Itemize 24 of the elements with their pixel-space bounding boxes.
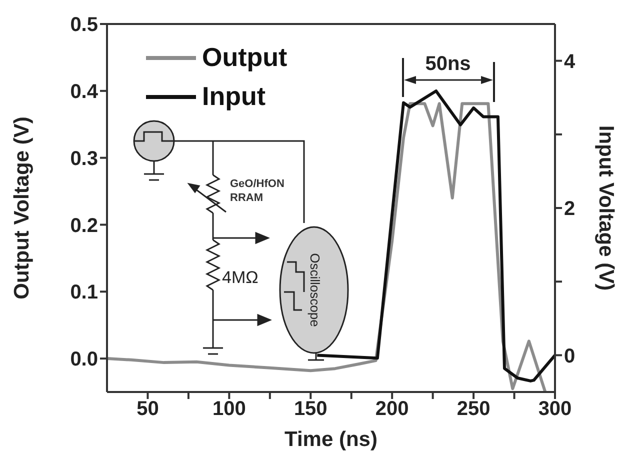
x-tick-label: 300	[538, 398, 572, 420]
y-tick-label: 0.2	[70, 214, 98, 237]
annotation: Oscilloscope	[308, 253, 322, 327]
x-tick-label: 50	[136, 398, 159, 420]
x-axis-title: Time (ns)	[284, 428, 378, 451]
x-tick-label: 200	[375, 398, 409, 420]
legend-label: Output	[202, 41, 288, 74]
y-axis-title: Output Voltage (V)	[10, 116, 34, 300]
y-tick-label: 0.3	[70, 148, 98, 170]
annotation: 50ns	[425, 53, 471, 75]
annotation: 4MΩ	[222, 268, 258, 287]
x-tick-label: 250	[456, 398, 490, 420]
y2-axis-title: Input Voltage (V)	[594, 125, 618, 291]
y2-tick-label: 2	[564, 198, 576, 220]
y2-tick-label: 4	[564, 50, 576, 73]
legend-label: Input	[202, 80, 266, 113]
y-tick-label: 0.0	[70, 348, 98, 371]
x-tick-label: 150	[294, 398, 328, 420]
x-tick-label: 100	[212, 398, 246, 420]
y-tick-label: 0.1	[70, 282, 98, 304]
y-tick-label: 0.5	[70, 14, 98, 36]
annotation: GeO/HfON RRAM	[230, 178, 284, 204]
y2-tick-label: 0	[564, 345, 576, 368]
y-tick-label: 0.4	[70, 81, 99, 104]
